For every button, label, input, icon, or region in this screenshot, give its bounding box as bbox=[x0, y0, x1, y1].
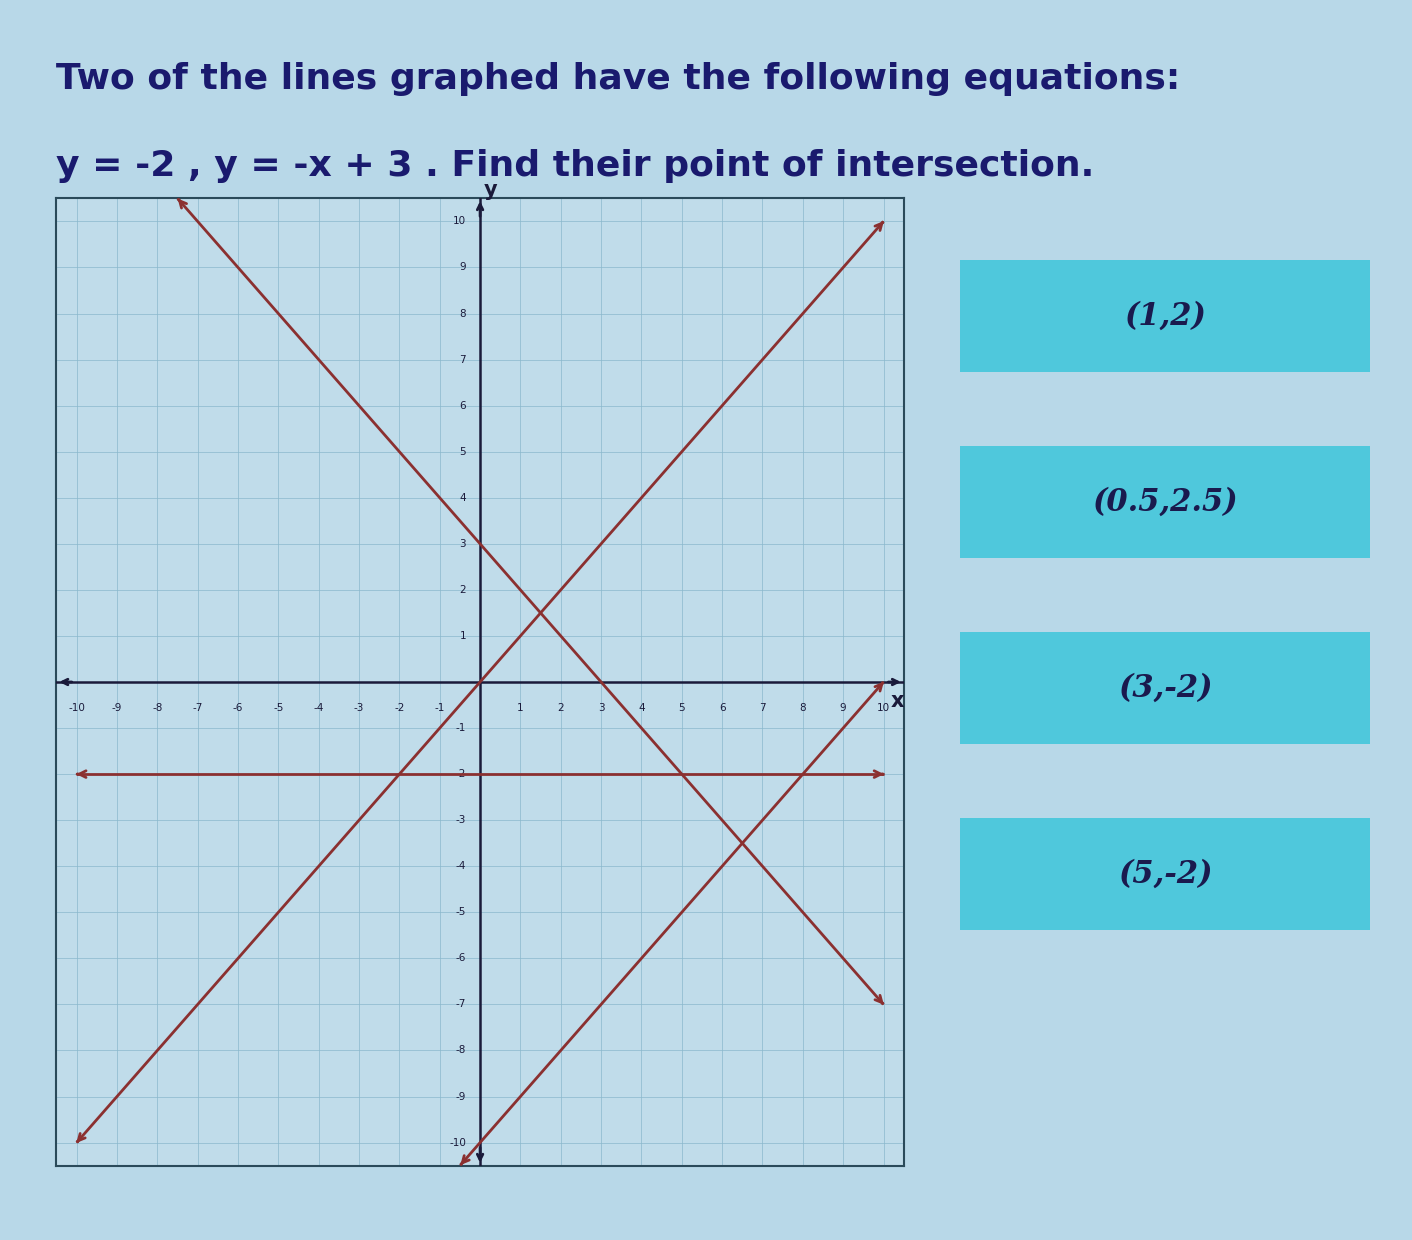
Text: 7: 7 bbox=[760, 703, 765, 713]
Text: -7: -7 bbox=[192, 703, 203, 713]
Text: y = -2 , y = -x + 3 . Find their point of intersection.: y = -2 , y = -x + 3 . Find their point o… bbox=[56, 149, 1094, 182]
Text: -1: -1 bbox=[456, 723, 466, 733]
Text: 2: 2 bbox=[558, 703, 563, 713]
Text: 6: 6 bbox=[459, 401, 466, 410]
Text: 3: 3 bbox=[597, 703, 604, 713]
Text: (3,-2): (3,-2) bbox=[1118, 672, 1211, 704]
Text: -5: -5 bbox=[273, 703, 284, 713]
Text: -10: -10 bbox=[449, 1137, 466, 1147]
Text: (0.5,2.5): (0.5,2.5) bbox=[1091, 487, 1238, 518]
Text: -10: -10 bbox=[68, 703, 85, 713]
Text: 4: 4 bbox=[459, 492, 466, 502]
Text: 4: 4 bbox=[638, 703, 645, 713]
Text: 9: 9 bbox=[459, 263, 466, 273]
Text: 3: 3 bbox=[459, 539, 466, 549]
Text: -2: -2 bbox=[394, 703, 405, 713]
Text: 1: 1 bbox=[517, 703, 524, 713]
Text: 5: 5 bbox=[459, 446, 466, 456]
Text: -4: -4 bbox=[456, 862, 466, 872]
Text: -6: -6 bbox=[233, 703, 243, 713]
Text: Two of the lines graphed have the following equations:: Two of the lines graphed have the follow… bbox=[56, 62, 1180, 95]
Text: -6: -6 bbox=[456, 954, 466, 963]
Text: -7: -7 bbox=[456, 999, 466, 1009]
Text: (1,2): (1,2) bbox=[1124, 301, 1206, 332]
Text: 7: 7 bbox=[459, 355, 466, 365]
Text: -1: -1 bbox=[435, 703, 445, 713]
Text: x: x bbox=[891, 692, 904, 712]
Text: 8: 8 bbox=[459, 309, 466, 319]
Text: 1: 1 bbox=[459, 631, 466, 641]
Text: 10: 10 bbox=[877, 703, 890, 713]
Text: (5,-2): (5,-2) bbox=[1118, 859, 1211, 890]
Text: -5: -5 bbox=[456, 908, 466, 918]
Text: -9: -9 bbox=[456, 1091, 466, 1101]
Text: 9: 9 bbox=[840, 703, 846, 713]
Text: -8: -8 bbox=[152, 703, 162, 713]
Text: 5: 5 bbox=[679, 703, 685, 713]
Text: 8: 8 bbox=[799, 703, 806, 713]
Text: -4: -4 bbox=[313, 703, 323, 713]
Text: -3: -3 bbox=[354, 703, 364, 713]
Text: -9: -9 bbox=[112, 703, 123, 713]
Text: -8: -8 bbox=[456, 1045, 466, 1055]
Text: 10: 10 bbox=[453, 217, 466, 227]
Text: -3: -3 bbox=[456, 815, 466, 825]
Text: y: y bbox=[483, 180, 497, 200]
Text: -2: -2 bbox=[456, 769, 466, 779]
Text: 6: 6 bbox=[719, 703, 726, 713]
Text: 2: 2 bbox=[459, 585, 466, 595]
